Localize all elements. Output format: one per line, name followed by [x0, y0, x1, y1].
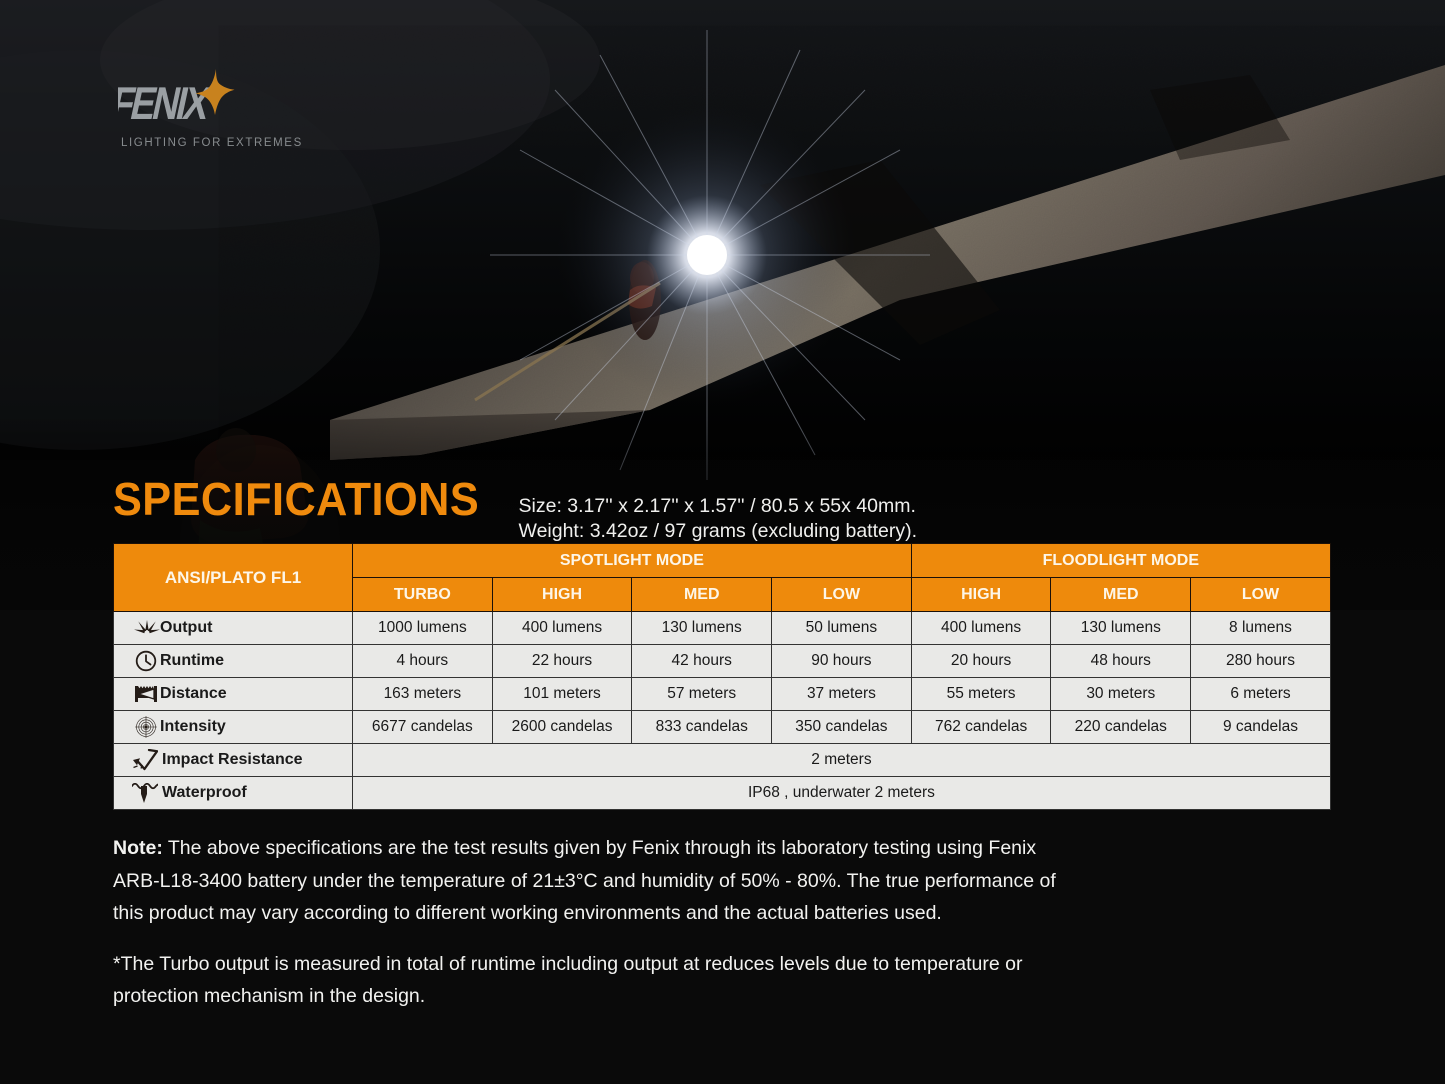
svg-text:FENIX: FENIX: [118, 78, 215, 129]
svg-text:LIGHTING FOR EXTREMES: LIGHTING FOR EXTREMES: [121, 137, 303, 149]
